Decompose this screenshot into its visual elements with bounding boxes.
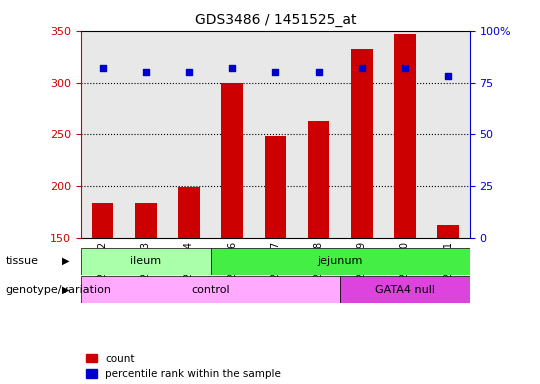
Text: ▶: ▶	[62, 256, 70, 266]
Bar	[178, 187, 200, 238]
Bar	[92, 203, 113, 238]
Point	[98, 65, 107, 71]
Text: ileum: ileum	[130, 256, 161, 266]
Bar	[81, 276, 340, 303]
Point	[271, 69, 280, 75]
Bar	[81, 248, 211, 275]
Bar	[221, 83, 243, 238]
Bar	[265, 136, 286, 238]
Bar	[437, 225, 459, 238]
Text: genotype/variation: genotype/variation	[5, 285, 111, 295]
Point	[357, 65, 366, 71]
Bar	[211, 248, 470, 275]
Point	[314, 69, 323, 75]
Bar	[351, 50, 373, 238]
Title: GDS3486 / 1451525_at: GDS3486 / 1451525_at	[194, 13, 356, 27]
Point	[228, 65, 237, 71]
Text: control: control	[191, 285, 230, 295]
Bar	[394, 34, 416, 238]
Bar	[308, 121, 329, 238]
Text: jejunum: jejunum	[318, 256, 363, 266]
Text: ▶: ▶	[62, 285, 70, 295]
Point	[185, 69, 193, 75]
Bar	[340, 276, 470, 303]
Text: GATA4 null: GATA4 null	[375, 285, 435, 295]
Point	[401, 65, 409, 71]
Point	[141, 69, 150, 75]
Legend: count, percentile rank within the sample: count, percentile rank within the sample	[86, 354, 281, 379]
Bar	[135, 203, 157, 238]
Point	[444, 73, 453, 79]
Text: tissue: tissue	[5, 256, 38, 266]
